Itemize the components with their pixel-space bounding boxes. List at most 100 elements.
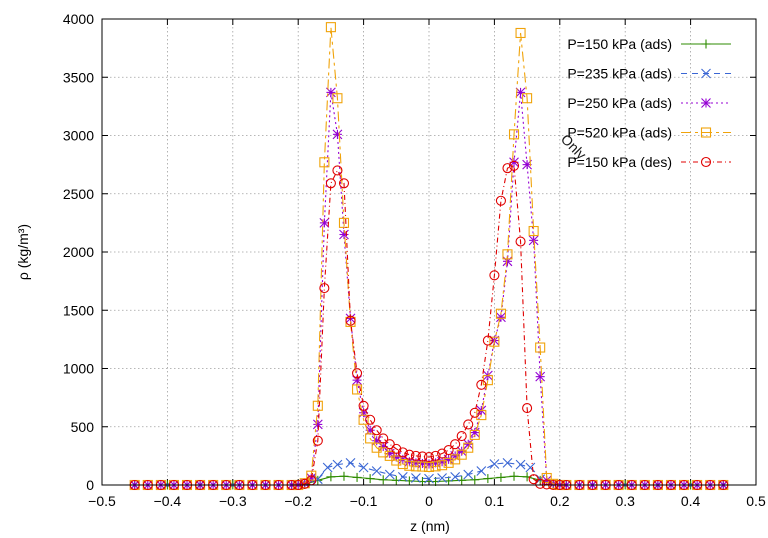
legend-entry: P=250 kPa (ads) — [567, 95, 731, 111]
data-point — [469, 407, 480, 418]
data-point — [508, 160, 520, 171]
data-point — [417, 451, 428, 462]
data-point — [450, 471, 461, 482]
legend-label: P=250 kPa (ads) — [567, 95, 672, 111]
x-tick-label: 0 — [425, 493, 433, 509]
data-point — [463, 419, 474, 430]
data-point — [437, 460, 448, 471]
data-point — [489, 459, 500, 469]
data-point — [397, 447, 408, 458]
y-axis-label: ρ (kg/m³) — [15, 224, 31, 280]
data-point — [326, 472, 336, 482]
data-point — [430, 461, 441, 472]
data-point — [469, 429, 480, 440]
data-point — [397, 471, 408, 482]
x-tick-label: 0.1 — [485, 493, 505, 509]
data-point — [410, 450, 421, 461]
data-point — [443, 444, 454, 456]
legend-label: P=520 kPa (ads) — [567, 125, 672, 141]
data-point — [489, 270, 500, 281]
data-point — [476, 466, 487, 476]
y-tick-label: 3500 — [63, 69, 94, 85]
legend-marker — [701, 98, 711, 108]
data-point — [437, 448, 448, 459]
y-axis-ticks: 0 500 1000 1500 2000 2500 3000 3500 4000 — [63, 11, 756, 493]
data-point — [378, 433, 389, 444]
data-point — [430, 450, 441, 461]
legend-entry: P=150 kPa (ads) — [567, 36, 731, 52]
data-point — [437, 473, 447, 483]
data-point — [358, 414, 369, 425]
data-point — [502, 457, 513, 468]
data-point — [463, 469, 474, 480]
data-point — [306, 470, 317, 481]
data-point — [535, 478, 546, 489]
data-point — [345, 315, 356, 326]
y-tick-label: 4000 — [63, 11, 94, 27]
x-tick-label: 0.4 — [681, 493, 701, 509]
data-point — [535, 342, 546, 353]
series-line — [134, 165, 724, 486]
data-point — [528, 474, 539, 485]
data-point — [391, 455, 402, 466]
data-point — [397, 458, 408, 470]
data-point — [384, 469, 395, 480]
data-point — [423, 451, 435, 463]
data-point — [345, 457, 356, 468]
data-point — [515, 236, 526, 247]
legend-label: P=235 kPa (ads) — [567, 66, 672, 82]
data-point — [332, 459, 343, 470]
data-point — [423, 461, 435, 472]
data-point — [522, 93, 533, 104]
data-point — [319, 157, 330, 168]
data-point — [352, 368, 363, 379]
legend-label: P=150 kPa (ads) — [567, 36, 672, 52]
y-tick-label: 2500 — [63, 186, 94, 202]
data-point — [332, 93, 343, 104]
data-point — [502, 249, 513, 260]
data-point — [411, 473, 421, 483]
data-point — [476, 410, 487, 421]
legend-entry: P=235 kPa (ads) — [567, 66, 731, 82]
data-point — [450, 439, 461, 450]
y-tick-label: 0 — [86, 477, 94, 493]
data-point — [319, 217, 330, 228]
y-tick-label: 2000 — [63, 244, 94, 260]
data-point — [371, 466, 382, 476]
data-point — [404, 460, 415, 471]
data-point — [325, 22, 336, 33]
legend-entry: P=520 kPa (ads) — [567, 125, 731, 141]
data-point — [470, 475, 480, 485]
x-axis-label: z (nm) — [410, 518, 450, 534]
data-point — [339, 471, 349, 481]
data-point — [509, 471, 519, 481]
data-point — [502, 163, 513, 174]
data-point — [312, 435, 323, 446]
legend-marker — [700, 127, 712, 138]
data-point — [515, 459, 526, 470]
plot-frame — [101, 18, 757, 486]
legend-entry: P=150 kPa (des) — [567, 154, 731, 170]
x-tick-label: 0.3 — [615, 493, 635, 509]
data-point — [384, 439, 395, 450]
data-point — [482, 375, 493, 386]
x-tick-label: 0.2 — [550, 493, 570, 509]
x-tick-label: −0.4 — [154, 493, 182, 509]
data-point — [339, 229, 349, 240]
data-point — [319, 283, 330, 294]
data-point — [541, 479, 552, 490]
data-point — [495, 195, 506, 206]
data-point — [443, 457, 454, 468]
x-tick-label: −0.1 — [350, 493, 378, 509]
data-point — [338, 178, 350, 189]
data-point — [496, 472, 506, 482]
data-point — [476, 379, 487, 390]
data-point — [352, 384, 363, 395]
data-point — [338, 217, 350, 228]
data-point — [495, 308, 506, 319]
data-point — [371, 425, 382, 436]
data-point — [358, 400, 369, 411]
data-point — [332, 129, 343, 140]
data-point — [404, 449, 415, 460]
